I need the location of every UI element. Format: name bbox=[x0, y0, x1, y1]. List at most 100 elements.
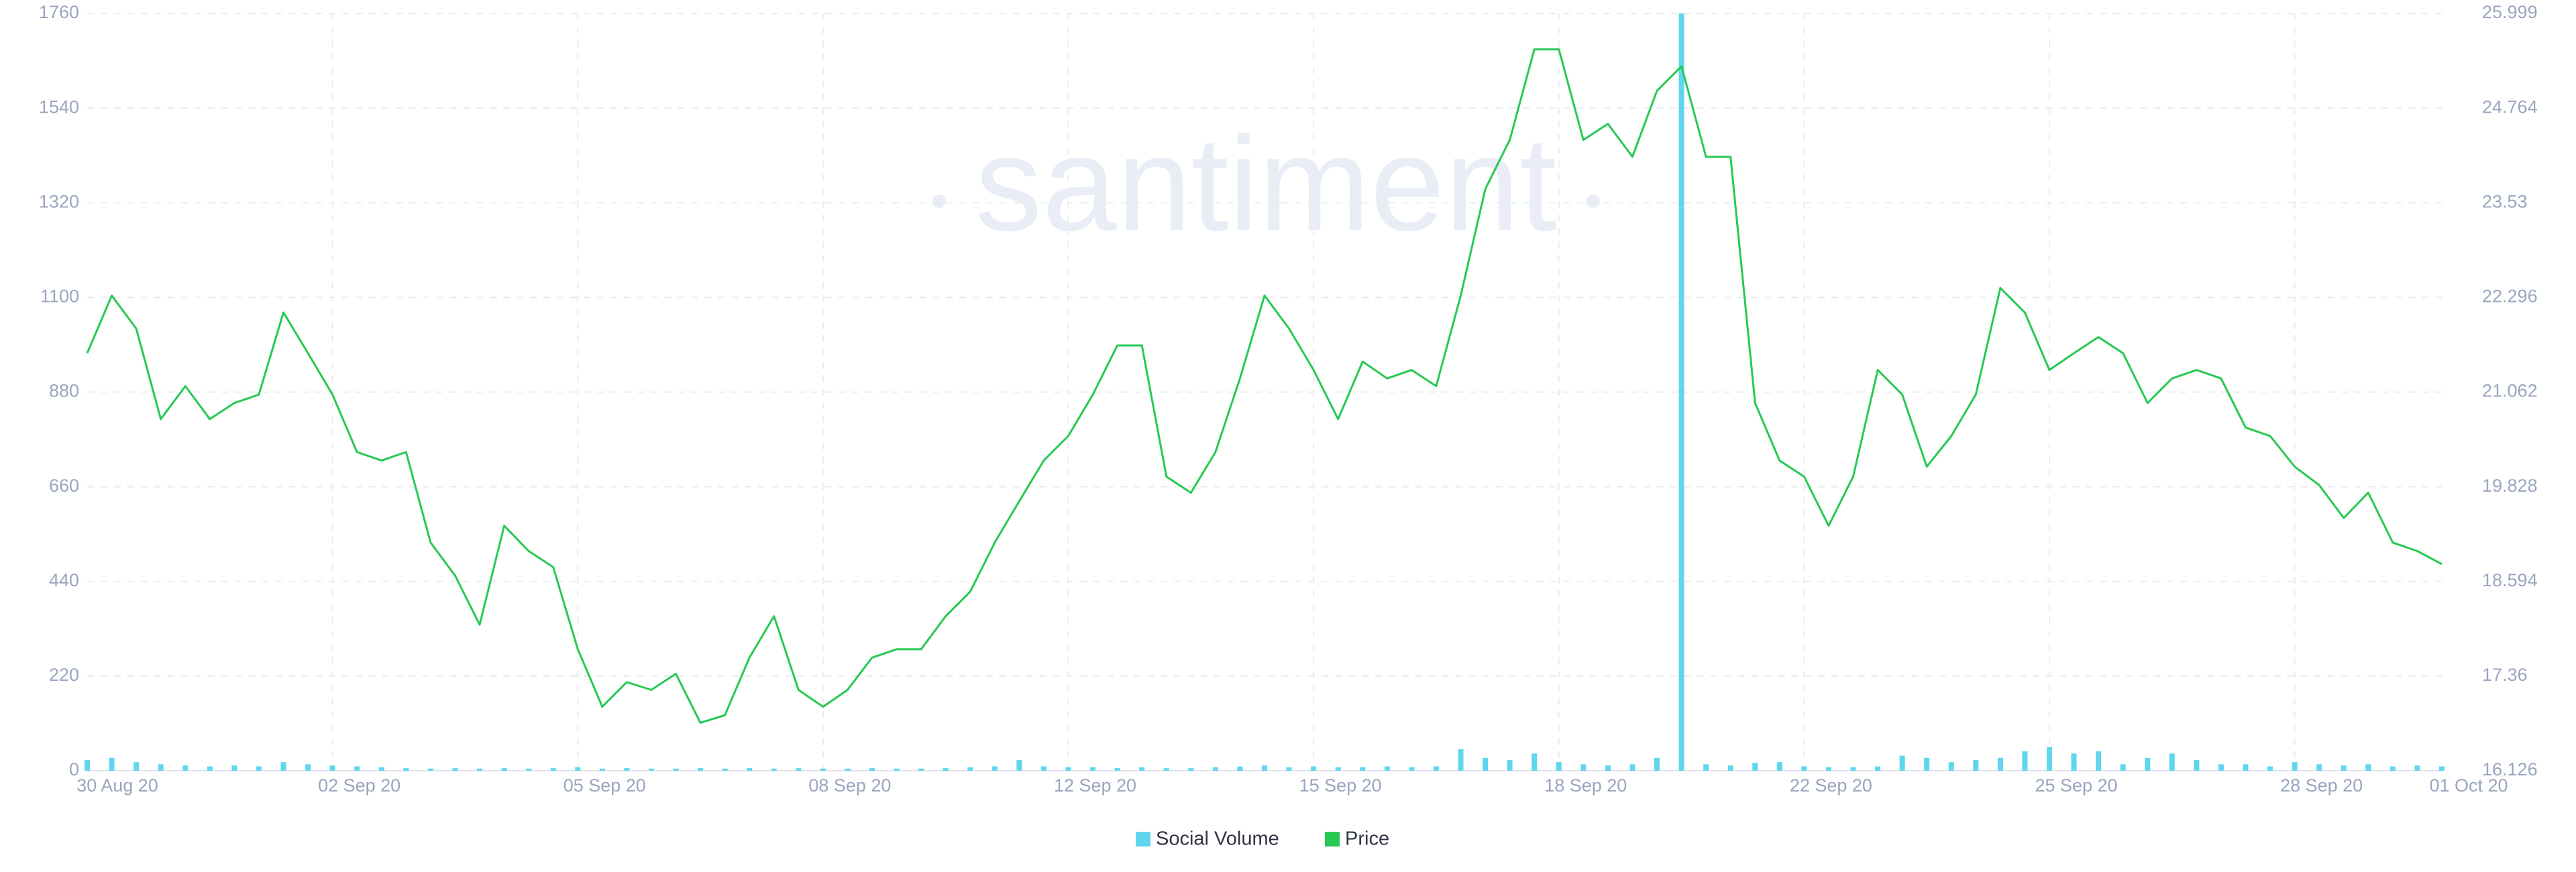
bar bbox=[354, 766, 360, 771]
bar bbox=[305, 764, 311, 771]
bar bbox=[182, 765, 189, 771]
bar bbox=[1703, 764, 1709, 771]
x-tick-label: 25 Sep 20 bbox=[2035, 775, 2117, 796]
watermark-text: santiment bbox=[975, 109, 1556, 259]
bar bbox=[256, 766, 262, 771]
legend-label: Social Volume bbox=[1156, 828, 1279, 850]
bar bbox=[452, 768, 458, 771]
legend-item[interactable]: Price bbox=[1325, 828, 1389, 850]
bar bbox=[943, 768, 949, 771]
price-line bbox=[86, 48, 2443, 724]
bar bbox=[2243, 764, 2249, 771]
y2-tick-label: 25.999 bbox=[2482, 2, 2538, 22]
bar bbox=[796, 768, 802, 771]
bar bbox=[2218, 764, 2224, 771]
y2-tick-label: 19.828 bbox=[2482, 476, 2538, 496]
y2-tick-label: 23.53 bbox=[2482, 191, 2528, 211]
bar bbox=[1139, 767, 1145, 771]
bar bbox=[1654, 757, 1660, 771]
bar bbox=[1458, 749, 1464, 771]
bar bbox=[427, 768, 433, 771]
bar bbox=[1973, 759, 1979, 771]
bar bbox=[2390, 766, 2396, 771]
y-tick-label: 0 bbox=[69, 759, 79, 779]
y2-tick-label: 16.126 bbox=[2482, 759, 2538, 779]
y-tick-label: 1760 bbox=[39, 2, 79, 22]
bar bbox=[2071, 753, 2077, 771]
watermark: santiment bbox=[932, 109, 1600, 259]
y2-tick-label: 24.764 bbox=[2482, 97, 2538, 117]
bar bbox=[1997, 757, 2003, 771]
bar bbox=[1580, 764, 1587, 771]
bar bbox=[648, 768, 654, 771]
bar bbox=[1483, 757, 1489, 771]
bar bbox=[550, 768, 556, 771]
bar bbox=[1801, 766, 1807, 771]
bar bbox=[2267, 766, 2273, 771]
bar bbox=[1678, 13, 1684, 771]
bar bbox=[2169, 753, 2175, 771]
legend-swatch bbox=[1325, 832, 1340, 847]
bar bbox=[2365, 764, 2371, 771]
legend-label: Price bbox=[1345, 828, 1389, 850]
bar bbox=[1016, 759, 1022, 771]
bar bbox=[845, 768, 851, 771]
bar bbox=[1188, 768, 1194, 771]
bar bbox=[1212, 767, 1218, 771]
y-tick-label: 660 bbox=[49, 476, 79, 496]
bar bbox=[1752, 763, 1758, 771]
bar bbox=[158, 764, 164, 771]
y2-tick-label: 18.594 bbox=[2482, 570, 2538, 590]
bar bbox=[771, 768, 777, 771]
bar bbox=[2047, 747, 2052, 771]
bar bbox=[1311, 766, 1317, 771]
x-tick-label: 15 Sep 20 bbox=[1299, 775, 1382, 796]
bar bbox=[673, 768, 679, 771]
bar bbox=[1948, 762, 1954, 771]
bar bbox=[1433, 766, 1439, 771]
bar bbox=[1924, 757, 1930, 771]
bar bbox=[2341, 765, 2347, 771]
y2-tick-label: 17.36 bbox=[2482, 665, 2528, 685]
bar bbox=[722, 768, 728, 771]
bar bbox=[1409, 767, 1415, 771]
y2-tick-label: 21.062 bbox=[2482, 381, 2538, 401]
bar bbox=[2292, 762, 2298, 771]
bar bbox=[2194, 759, 2200, 771]
x-tick-label: 12 Sep 20 bbox=[1054, 775, 1136, 796]
bar bbox=[1899, 755, 1905, 771]
bar bbox=[231, 765, 237, 771]
bar bbox=[1090, 767, 1096, 771]
bar bbox=[1556, 762, 1562, 771]
bar bbox=[403, 768, 409, 771]
bar bbox=[1776, 762, 1782, 771]
bar bbox=[109, 757, 115, 771]
x-tick-label: 18 Sep 20 bbox=[1544, 775, 1627, 796]
x-tick-label: 08 Sep 20 bbox=[808, 775, 891, 796]
bar bbox=[1507, 759, 1513, 771]
bar bbox=[747, 768, 753, 771]
bar bbox=[894, 768, 900, 771]
bar bbox=[1237, 766, 1243, 771]
y-tick-label: 440 bbox=[49, 570, 79, 590]
watermark-dot bbox=[1587, 195, 1600, 208]
bar bbox=[477, 768, 482, 771]
bar bbox=[1629, 764, 1635, 771]
bar bbox=[820, 768, 826, 771]
bar bbox=[1384, 766, 1390, 771]
bar bbox=[1286, 767, 1292, 771]
bar bbox=[1040, 766, 1046, 771]
bar bbox=[378, 767, 384, 771]
bar bbox=[280, 762, 286, 771]
bar bbox=[501, 768, 507, 771]
legend-swatch bbox=[1136, 832, 1150, 847]
legend-item[interactable]: Social Volume bbox=[1136, 828, 1279, 850]
bar bbox=[991, 766, 998, 771]
bar bbox=[133, 762, 140, 771]
bar bbox=[575, 767, 581, 771]
bar bbox=[1114, 768, 1120, 771]
y-tick-label: 1100 bbox=[40, 286, 79, 307]
x-tick-label: 30 Aug 20 bbox=[76, 775, 158, 796]
bar bbox=[918, 768, 924, 771]
